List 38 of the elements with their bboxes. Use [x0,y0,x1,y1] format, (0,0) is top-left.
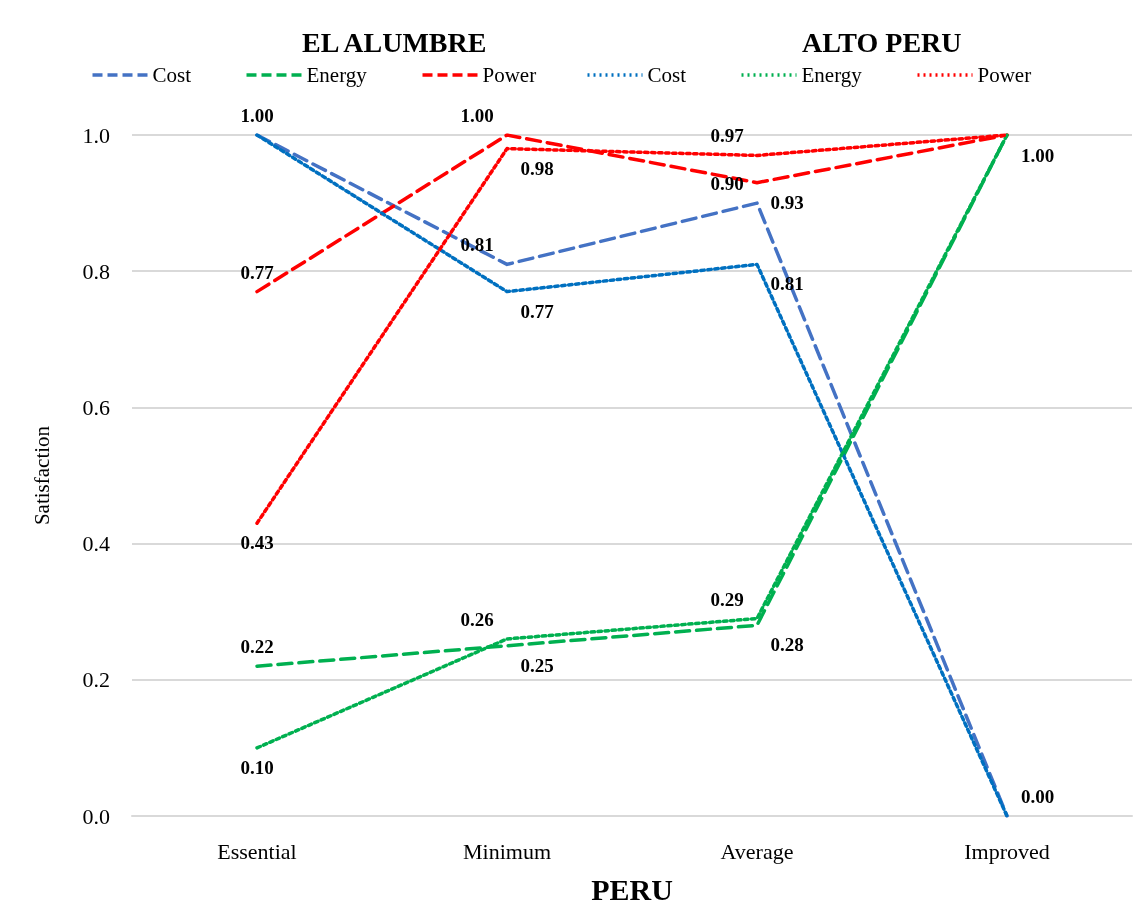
y-tick-label: 0.4 [82,531,110,557]
data-label: 0.77 [520,300,555,322]
data-label: 1.00 [240,105,274,126]
y-tick-label: 0.6 [82,394,110,420]
data-label: 0.28 [770,634,804,656]
text: ALTO PERU [802,26,962,58]
x-tick-label: Minimum [462,838,552,864]
data-label: 1.00 [1021,144,1055,166]
x-axis-title: PERU [591,872,673,906]
x-tick-label: Average [720,838,794,864]
data-label: 0.98 [520,157,554,179]
data-label: 0.10 [240,756,274,778]
legend-label: Cost [647,62,687,87]
legend-label: Power [977,62,1032,87]
data-label: 0.81 [770,273,804,295]
data-label: 0.77 [240,261,275,283]
legend-label: Energy [306,62,368,87]
x-tick-label: Essential [217,838,297,864]
data-label: 0.22 [240,636,274,658]
x-tick-label: Improved [964,838,1050,864]
data-label: 0.93 [770,191,804,213]
legend-label: Energy [801,62,863,87]
data-label: 0.29 [710,588,744,610]
y-tick-label: 0.0 [82,803,110,829]
data-label: 0.26 [460,608,494,630]
data-label: 0.00 [1021,785,1055,807]
y-tick-label: 1.0 [82,122,110,148]
text: EL ALUMBRE [302,26,487,58]
data-label: 1.00 [460,105,494,126]
y-tick-label: 0.2 [82,667,110,693]
y-axis-title: Satisfaction [29,425,54,526]
data-label: 0.90 [710,173,744,195]
data-label: 0.43 [240,532,274,554]
data-label: 0.97 [710,125,745,147]
legend-label: Power [482,62,537,87]
legend-label: Cost [152,62,192,87]
data-label: 0.25 [520,654,554,676]
y-tick-label: 0.8 [82,258,110,284]
